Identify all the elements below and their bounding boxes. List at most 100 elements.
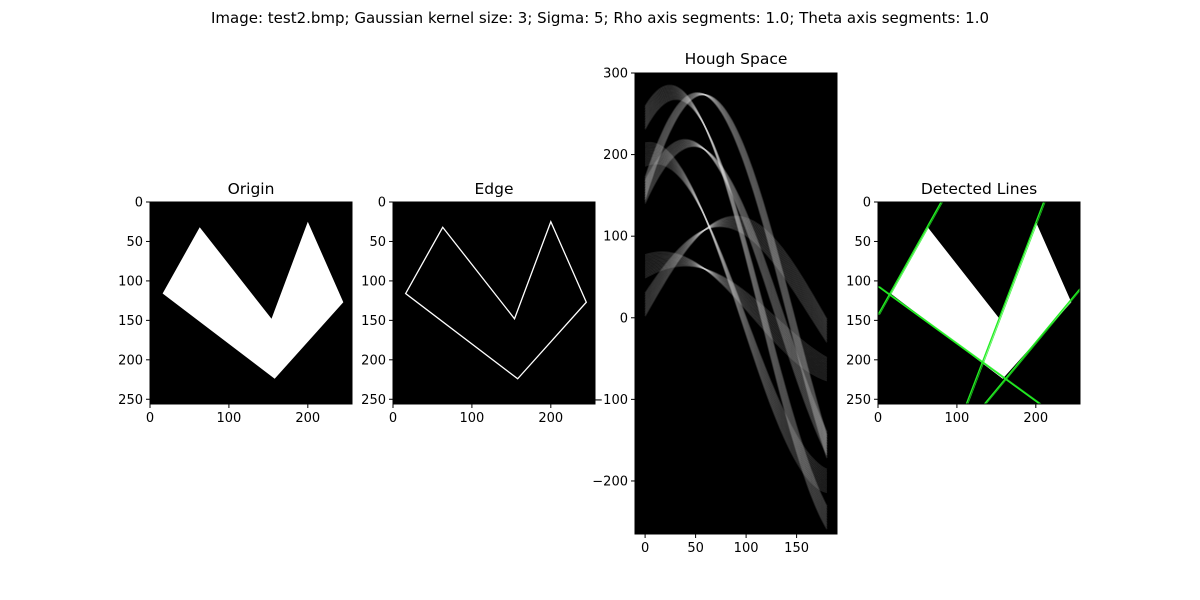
hough-curve-1-12 (644, 260, 828, 369)
hough-curve-3-4 (644, 159, 828, 474)
hough-curve-0-0 (644, 215, 828, 320)
hough-curve-2-14 (644, 142, 828, 444)
hough-curve-0-14 (644, 221, 828, 332)
y-tick-label-250: 250 (361, 393, 386, 408)
detected-line-1 (878, 285, 1041, 404)
y-tick-label-100: 100 (603, 230, 628, 245)
y-tick-label-300: 300 (603, 67, 628, 82)
detected-line-3-echo (985, 289, 1080, 404)
hough-curve-3-22 (644, 146, 828, 489)
y-tick-label-250: 250 (846, 393, 871, 408)
hough-curve-5-4 (644, 93, 828, 439)
hough-curve-2-18 (644, 141, 828, 448)
x-tick-label-200: 200 (1023, 411, 1048, 426)
plot-background (393, 202, 595, 404)
hough-curve-5-18 (644, 92, 828, 451)
x-tick-label-50: 50 (687, 541, 704, 556)
hough-curve-1-16 (644, 258, 828, 372)
x-tick-label-100: 100 (459, 411, 484, 426)
hough-curve-5-8 (644, 93, 828, 443)
hough-curve-5-16 (644, 93, 828, 449)
hough-curve-1-8 (644, 262, 828, 366)
hough-curve-5-24 (644, 92, 828, 456)
hough-curve-2-26 (644, 139, 828, 454)
hough-curve-1-22 (644, 255, 828, 377)
detected-line-2 (965, 202, 1045, 404)
detected-plot-area (878, 202, 1080, 404)
hough-curve-3-24 (644, 145, 828, 490)
hough-curve-1-6 (644, 263, 828, 364)
hough-curve-5-20 (644, 92, 828, 452)
hough-curve-2-16 (644, 142, 828, 446)
y-tick-label-100: 100 (118, 274, 143, 289)
y-tick-label-0: 0 (620, 311, 628, 326)
hough-curve-1-18 (644, 257, 828, 374)
y-tick-label-0: 0 (863, 196, 871, 211)
hough-curve-0-8 (644, 219, 828, 327)
y-tick-label--200: −200 (592, 474, 628, 489)
hough-curve-0-10 (644, 219, 828, 329)
hough-curve-3-12 (644, 153, 828, 481)
plot-background (635, 73, 837, 534)
hough-curve-4-0 (644, 98, 828, 507)
edge-plot-area (393, 202, 595, 404)
hough-curve-4-6 (644, 95, 828, 512)
hough-curve-0-24 (644, 224, 828, 340)
detected-axes-frame (877, 201, 1081, 405)
hough-curve-3-6 (644, 158, 828, 476)
hough-curve-5-12 (644, 93, 828, 446)
hough-curve-4-4 (644, 96, 828, 510)
hough-curve-4-14 (644, 91, 828, 519)
hough-curve-4-22 (644, 87, 828, 525)
y-tick-label-0: 0 (135, 196, 143, 211)
hough-curve-0-18 (644, 222, 828, 335)
y-tick-label-250: 250 (118, 393, 143, 408)
x-tick-label-0: 0 (641, 541, 649, 556)
hough-curve-0-20 (644, 223, 828, 337)
figure-suptitle: Image: test2.bmp; Gaussian kernel size: … (211, 9, 989, 27)
detected-ticks: 0 100 200 0 50 100 150 200 250 (846, 196, 1048, 427)
hough-curve-5-6 (644, 93, 828, 441)
hough-curve-4-26 (644, 85, 828, 528)
hough-panel: Hough Space 0 50 100 150 300 200 100 0 −100 −200 (592, 50, 838, 557)
x-tick-label-150: 150 (784, 541, 809, 556)
x-tick-label-200: 200 (538, 411, 563, 426)
hough-curve-0-4 (644, 217, 828, 324)
hough-ticks: 0 50 100 150 300 200 100 0 −100 −200 (592, 67, 809, 557)
hough-curve-3-28 (644, 141, 828, 494)
origin-panel: Origin 0 100 200 0 50 100 150 200 250 (118, 180, 353, 426)
hough-curve-2-2 (644, 145, 828, 434)
hough-curve-1-28 (644, 251, 828, 382)
hough-curve-4-16 (644, 90, 828, 520)
hough-plot-area (635, 73, 837, 534)
hough-curve-1-14 (644, 259, 828, 370)
hough-curve-0-22 (644, 224, 828, 338)
x-tick-label-0: 0 (874, 411, 882, 426)
hough-curve-4-8 (644, 94, 828, 514)
hough-curve-0-2 (644, 216, 828, 322)
hough-curve-1-4 (644, 263, 828, 362)
origin-axes-frame (149, 201, 353, 405)
hough-curve-2-22 (644, 140, 828, 451)
hough-curve-2-0 (644, 145, 828, 433)
y-tick-label-50: 50 (854, 235, 871, 250)
y-tick-label-150: 150 (361, 314, 386, 329)
hough-curve-1-2 (644, 264, 828, 361)
x-tick-label-0: 0 (389, 411, 397, 426)
y-tick-label-200: 200 (361, 353, 386, 368)
hough-curve-5-10 (644, 93, 828, 444)
hough-curve-2-28 (644, 138, 828, 456)
edge-outline (404, 220, 588, 380)
hough-curve-0-26 (644, 225, 828, 342)
y-tick-label-50: 50 (369, 235, 386, 250)
hough-title: Hough Space (685, 50, 788, 68)
hough-curve-0-16 (644, 222, 828, 333)
shape-polygon (162, 221, 344, 379)
hough-curve-5-2 (644, 93, 828, 438)
hough-curve-3-18 (644, 149, 828, 485)
edge-ticks: 0 100 200 0 50 100 150 200 250 (361, 196, 563, 427)
hough-curve-3-14 (644, 152, 828, 482)
x-tick-label-100: 100 (734, 541, 759, 556)
hough-curve-1-10 (644, 261, 828, 367)
